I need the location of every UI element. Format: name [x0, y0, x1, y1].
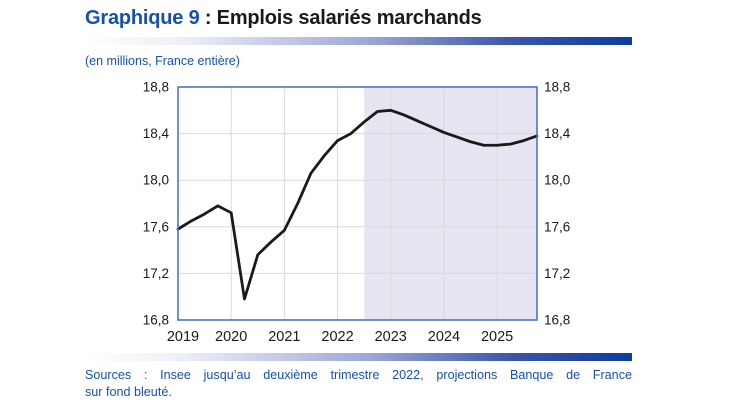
page-title: Graphique 9 : Emplois salariés marchands — [85, 7, 482, 30]
x-axis-label: 2024 — [428, 329, 460, 345]
y-axis-label-right: 18,8 — [544, 80, 570, 95]
title-number: Graphique 9 — [85, 7, 200, 29]
y-axis-label-left: 18,4 — [143, 126, 170, 141]
y-axis-label-right: 18,0 — [544, 173, 570, 188]
y-axis-label-right: 17,6 — [544, 219, 570, 234]
x-axis-label: 2021 — [268, 329, 300, 345]
y-axis-label-left: 17,6 — [143, 219, 169, 234]
title-text: : Emplois salariés marchands — [199, 7, 482, 29]
y-axis-label-left: 17,2 — [143, 266, 169, 281]
employment-data-line — [176, 108, 539, 301]
x-axis-label: 2023 — [375, 329, 407, 345]
y-axis-label-left: 18,0 — [143, 173, 169, 188]
footer-divider-bar — [85, 353, 632, 361]
title-divider-bar — [85, 37, 632, 45]
sources-note-line1: Sources : Insee jusqu’au deuxième trimes… — [85, 368, 632, 382]
chart-unit-note: (en millions, France entière) — [85, 54, 240, 68]
plot-border — [177, 86, 538, 321]
x-axis-label: 2025 — [481, 329, 513, 345]
employment-line-chart: 18,8 18,8 18,4 18,4 18,0 18,0 17,6 17,6 17,2 17,2… — [143, 80, 571, 346]
sources-note: Sources : Insee jusqu’au deuxième trimes… — [85, 367, 632, 400]
x-axis-label: 2020 — [215, 329, 247, 345]
y-axis-label-right: 16,8 — [544, 313, 570, 328]
projection-region — [364, 87, 537, 320]
x-axis-label: 2022 — [321, 329, 353, 345]
x-axis-label: 2019 — [167, 329, 199, 345]
y-axis-label-right: 17,2 — [544, 266, 570, 281]
y-axis-label-left: 18,8 — [143, 80, 169, 95]
y-axis-label-left: 16,8 — [143, 313, 169, 328]
y-axis-label-right: 18,4 — [544, 126, 571, 141]
sources-note-line2: sur fond bleuté. — [85, 384, 172, 399]
